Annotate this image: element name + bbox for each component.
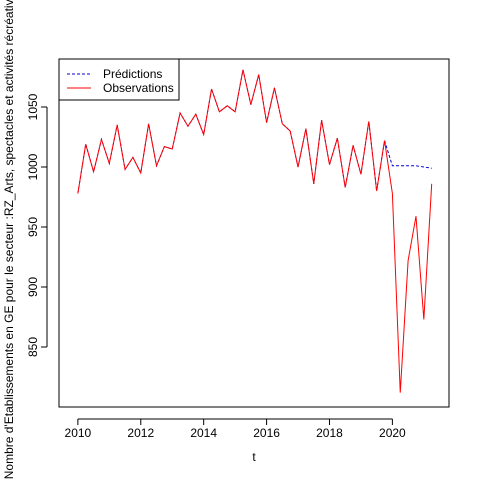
- y-tick-label: 900: [26, 277, 40, 297]
- legend-label-observations: Observations: [103, 81, 174, 95]
- x-tick-label: 2010: [65, 426, 92, 440]
- legend-box: [58, 58, 180, 101]
- x-axis: 2010 2012 2014 2016 2018 2020: [65, 418, 406, 440]
- legend-label-predictions: Prédictions: [103, 67, 162, 81]
- x-axis-label: t: [252, 450, 256, 464]
- y-axis: 850 900 950 1000 1050: [26, 93, 48, 357]
- x-tick-label: 2016: [253, 426, 280, 440]
- x-tick-label: 2012: [127, 426, 154, 440]
- y-tick-label: 950: [26, 217, 40, 237]
- series-line-observations: [77, 69, 433, 393]
- x-tick-label: 2020: [379, 426, 406, 440]
- y-tick-label: 1050: [26, 93, 40, 120]
- x-tick-label: 2018: [316, 426, 343, 440]
- x-tick-label: 2014: [190, 426, 217, 440]
- y-tick-label: 850: [26, 337, 40, 357]
- y-tick-label: 1000: [26, 153, 40, 180]
- plot-frame: [58, 58, 450, 408]
- y-axis-label: Nombre d'Etablissements en GE pour le se…: [2, 0, 16, 479]
- legend: Prédictions Observations: [58, 58, 180, 101]
- series-layer: [77, 69, 433, 393]
